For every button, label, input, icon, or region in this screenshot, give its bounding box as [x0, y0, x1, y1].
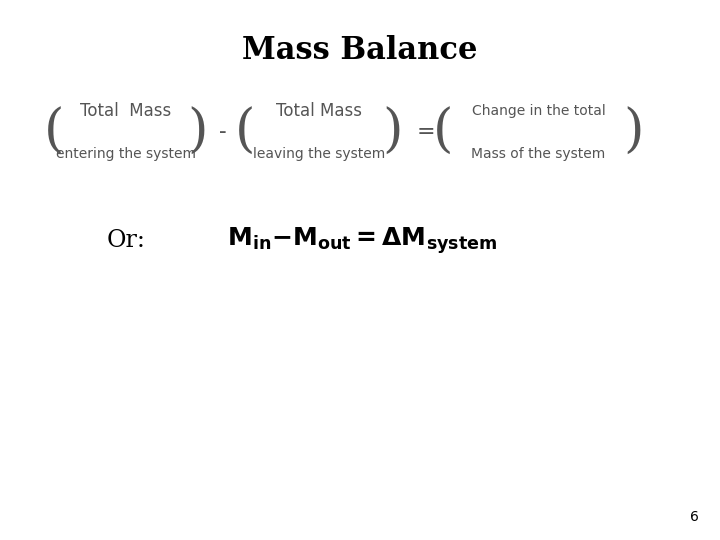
Text: 6: 6 — [690, 510, 698, 524]
Text: (: ( — [235, 107, 255, 158]
Text: Change in the total: Change in the total — [472, 104, 606, 118]
Text: Mass of the system: Mass of the system — [472, 147, 606, 161]
Text: (: ( — [44, 107, 64, 158]
Text: $\mathbf{M}_{\mathbf{in}}\mathbf{-M}_{\mathbf{out}}\mathbf{=\Delta M}_{\mathbf{s: $\mathbf{M}_{\mathbf{in}}\mathbf{-M}_{\m… — [227, 225, 498, 255]
Text: ): ) — [382, 107, 402, 158]
Text: Total Mass: Total Mass — [276, 102, 362, 120]
Text: ): ) — [624, 107, 644, 158]
Text: -: - — [220, 122, 227, 143]
Text: Or:: Or: — [107, 229, 145, 252]
Text: Mass Balance: Mass Balance — [242, 35, 478, 66]
Text: entering the system: entering the system — [56, 147, 196, 161]
Text: leaving the system: leaving the system — [253, 147, 385, 161]
Text: =: = — [417, 122, 436, 143]
Text: ): ) — [188, 107, 208, 158]
Text: (: ( — [433, 107, 453, 158]
Text: Total  Mass: Total Mass — [81, 102, 171, 120]
